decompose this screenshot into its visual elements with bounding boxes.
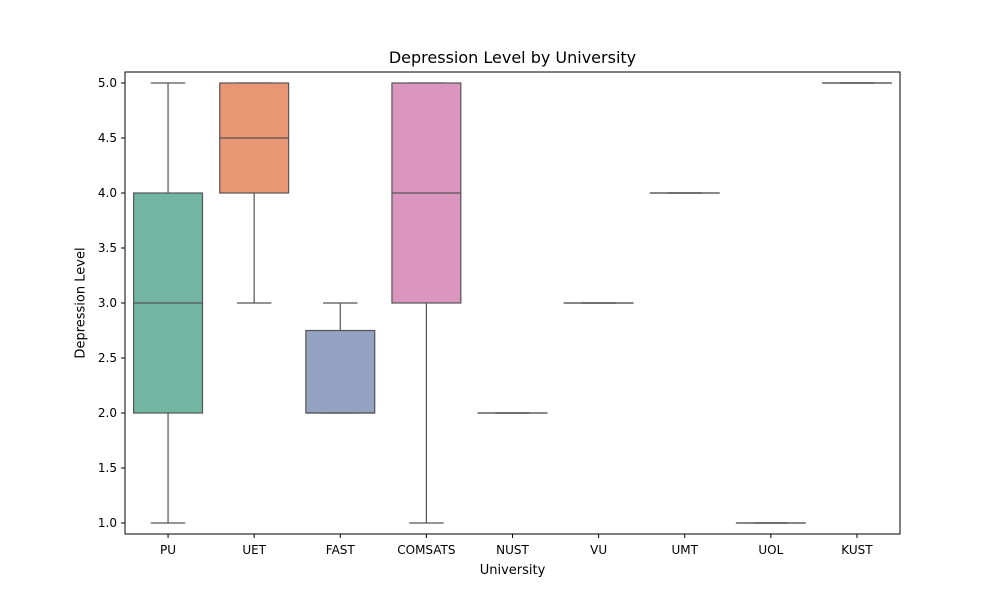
y-tick-label: 4.0 — [98, 186, 117, 200]
y-tick-label: 1.5 — [98, 461, 117, 475]
box-series — [133, 82, 892, 524]
y-tick-label: 4.5 — [98, 131, 117, 145]
x-tick-label: FAST — [326, 543, 356, 557]
y-axis-ticks: 1.0 1.5 2.0 2.5 3.0 3.5 4.0 4.5 5.0 — [98, 76, 125, 530]
box-iqr — [305, 329, 376, 414]
y-tick-label: 1.0 — [98, 516, 117, 530]
box-fast — [305, 302, 376, 414]
x-tick-label: UOL — [758, 543, 783, 557]
chart-title: Depression Level by University — [389, 48, 636, 67]
x-axis-title: University — [480, 563, 546, 578]
x-tick-label: VU — [590, 543, 607, 557]
y-axis-title: Depression Level — [74, 247, 89, 358]
y-tick-label: 2.0 — [98, 406, 117, 420]
y-tick-label: 3.0 — [98, 296, 117, 310]
box-pu — [133, 82, 204, 524]
x-tick-label: COMSATS — [397, 543, 455, 557]
x-tick-label: PU — [160, 543, 176, 557]
x-tick-label: NUST — [496, 543, 529, 557]
y-tick-label: 3.5 — [98, 241, 117, 255]
x-tick-label: UMT — [671, 543, 698, 557]
x-axis-ticks: PU UET FAST COMSATS NUST VU UMT UOL KUST — [160, 534, 873, 557]
box-uet — [219, 82, 290, 304]
x-tick-label: KUST — [841, 543, 873, 557]
box-comsats — [391, 82, 462, 524]
plot-area-frame — [124, 71, 901, 535]
x-tick-label: UET — [242, 543, 266, 557]
y-tick-label: 2.5 — [98, 351, 117, 365]
y-tick-label: 5.0 — [98, 76, 117, 90]
